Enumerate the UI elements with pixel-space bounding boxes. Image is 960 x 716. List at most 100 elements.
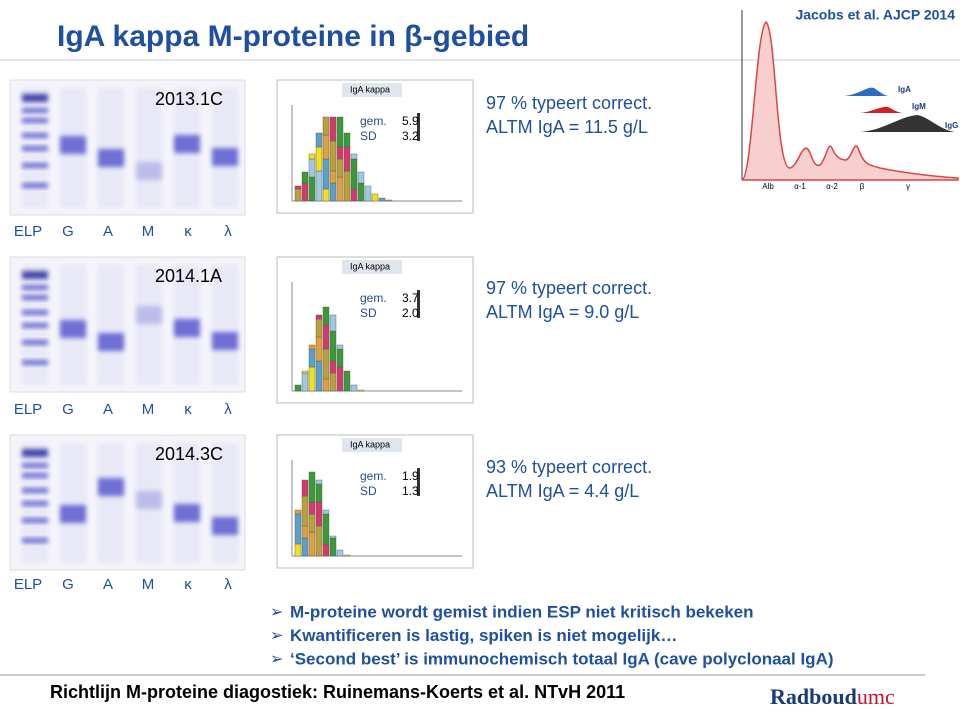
gel-lane [98, 443, 124, 563]
gel-lane [212, 265, 238, 385]
histogram-bar [322, 324, 330, 350]
gel-band [22, 118, 48, 123]
logo-part: Radboud [770, 684, 857, 709]
histogram-bar [343, 370, 351, 392]
histogram-header [342, 438, 402, 452]
histogram-bar [343, 132, 351, 148]
histogram-bar [322, 543, 330, 557]
histogram-bar [315, 146, 323, 172]
gel-band [22, 340, 48, 345]
histogram-bar [294, 509, 302, 515]
histogram-bar [329, 537, 337, 557]
histogram-bar [294, 543, 302, 557]
result-text: ALTM IgA = 4.4 g/L [486, 481, 639, 501]
stat-value: 3.7 [402, 291, 419, 305]
logo-part: umc [857, 684, 895, 709]
histogram-bar [294, 513, 302, 545]
histogram-bar [308, 531, 316, 557]
gel-band [136, 306, 162, 324]
stats-divider [417, 468, 420, 496]
gel-band [22, 501, 48, 506]
gel-image [9, 256, 246, 393]
histogram-bar [329, 330, 337, 362]
gel-band [22, 538, 48, 543]
title: IgA kappa M-proteine in β-gebied [57, 20, 529, 53]
stat-label: SD [360, 129, 377, 143]
gel-band [22, 146, 48, 151]
histogram-bar [294, 185, 302, 190]
histogram-bar [301, 525, 309, 539]
histogram-title: IgA kappa [350, 84, 390, 94]
logo: Radboudumc [770, 684, 895, 709]
gel-band [22, 360, 48, 365]
histogram-bar [322, 306, 330, 326]
histogram-bar [315, 479, 323, 485]
histogram-bar [308, 366, 316, 392]
histogram-bar [336, 146, 344, 160]
result-text: 97 % typeert correct. [486, 278, 652, 298]
gel-band [22, 295, 48, 300]
footer-text: Richtlijn M-proteine diagostiek: Ruinema… [50, 682, 625, 702]
lane-label: κ [184, 401, 192, 418]
histogram-bar [329, 182, 337, 202]
bullet-marker: ➢ [270, 651, 283, 668]
lane-label: A [103, 401, 113, 418]
histogram-bar [301, 182, 309, 202]
histogram-bar [343, 170, 351, 202]
gel-lane [174, 443, 200, 563]
histogram-bar [308, 471, 316, 503]
histogram-bar [301, 479, 309, 497]
stat-value: 1.3 [402, 484, 419, 498]
lane-label: A [103, 223, 113, 240]
bullet-marker: ➢ [270, 628, 283, 645]
gel-lane [98, 88, 124, 208]
result-text: 93 % typeert correct. [486, 457, 652, 477]
lane-label: ELP [14, 401, 42, 418]
histogram-bar [315, 525, 323, 557]
histogram-bar [294, 188, 302, 202]
stat-label: gem. [360, 291, 387, 305]
histogram-bar [322, 188, 330, 202]
gel-band [22, 163, 48, 168]
stat-label: SD [360, 484, 377, 498]
lane-label: λ [224, 223, 232, 240]
histogram-bar [329, 360, 337, 374]
histogram-bar [336, 158, 344, 178]
gel-band [60, 136, 86, 154]
histogram-bar [322, 348, 330, 380]
lane-label: M [142, 576, 155, 593]
histogram-bar [371, 193, 379, 202]
sample-label: 2014.3C [155, 444, 223, 464]
gel-band [22, 94, 48, 102]
stat-value: 2.0 [402, 306, 419, 320]
histogram-bar [336, 344, 344, 350]
histogram-bar [329, 372, 337, 392]
gel-image [9, 434, 246, 571]
histogram-bar [322, 158, 330, 190]
legend-label: IgM [912, 102, 926, 111]
lane-label: G [62, 401, 74, 418]
lane-label: λ [224, 401, 232, 418]
histogram-bar [322, 509, 330, 515]
fraction-label: α-1 [794, 182, 806, 191]
lane-label: κ [184, 576, 192, 593]
gel-band [22, 285, 48, 290]
histogram-bar [357, 171, 365, 184]
histogram-bar [350, 188, 358, 202]
histogram-bar [364, 185, 372, 202]
histogram-bar [301, 370, 309, 374]
histogram-header [342, 260, 402, 274]
histogram-bar [322, 378, 330, 392]
gel-band [212, 148, 238, 166]
histogram-bar [308, 153, 316, 160]
result-text: ALTM IgA = 9.0 g/L [486, 302, 639, 322]
gel-band [22, 463, 48, 468]
histogram-bar [357, 182, 365, 202]
histogram-bar [336, 549, 344, 557]
gel-lane [212, 443, 238, 563]
bullet-marker: ➢ [270, 604, 283, 621]
stats-divider [417, 113, 420, 141]
gel-band [22, 133, 48, 138]
histogram-bar [315, 318, 323, 338]
gel-band [98, 333, 124, 351]
